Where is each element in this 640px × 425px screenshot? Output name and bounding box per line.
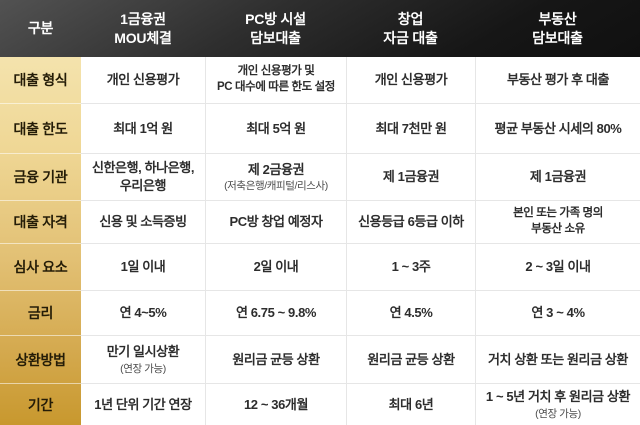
cell-text: 본인 또는 가족 명의 부동산 소유 (513, 207, 603, 235)
row-label: 대출 한도 (0, 103, 81, 153)
row-label: 심사 요소 (0, 243, 81, 290)
cell-text: 원리금 균등 상환 (232, 351, 320, 367)
cell-text: 최대 6년 (388, 396, 434, 412)
cell-text: 부동산 평가 후 대출 (506, 72, 610, 88)
table-cell: 개인 신용평가 (81, 57, 205, 103)
cell-text: 제 2금융권 (247, 161, 305, 177)
table-cell: 원리금 균등 상환 (205, 335, 346, 383)
table-cell: 개인 신용평가 및 PC 대수에 따른 한도 설정 (205, 57, 346, 103)
cell-text: 연 6.75 ~ 9.8% (235, 305, 317, 321)
column-header-realestate: 부동산 담보대출 (532, 10, 583, 46)
column-header-mou: 1금융권 MOU체결 (114, 10, 172, 46)
row-label: 대출 형식 (13, 72, 68, 88)
table-cell: PC방 창업 예정자 (205, 200, 346, 243)
column-header-startup: 창업 자금 대출 (383, 10, 438, 46)
cell-text: 연 4.5% (389, 305, 433, 321)
table-cell: 연 6.75 ~ 9.8% (205, 290, 346, 335)
table-cell: 1년 단위 기간 연장 (81, 383, 205, 425)
table-cell: 12 ~ 36개월 (205, 383, 346, 425)
cell-note: (연장 가능) (535, 407, 581, 420)
cell-text: 제 1금융권 (529, 169, 587, 185)
table-cell: 연 3 ~ 4% (475, 290, 640, 335)
cell-text: 신용 및 소득증빙 (99, 214, 187, 230)
table-cell: 평균 부동산 시세의 80% (475, 103, 640, 153)
table-cell: 본인 또는 가족 명의 부동산 소유 (475, 200, 640, 243)
table-cell: 최대 6년 (346, 383, 475, 425)
cell-text: 연 3 ~ 4% (531, 305, 585, 321)
table-cell: 최대 1억 원 (81, 103, 205, 153)
table-cell: 제 2금융권 (저축은행/캐피털/리스사) (205, 153, 346, 200)
cell-text: 최대 7천만 원 (375, 120, 447, 136)
column-header-gubun: 구분 (27, 20, 54, 37)
cell-text: 신용등급 6등급 이하 (358, 214, 464, 230)
cell-text: 2 ~ 3일 이내 (525, 259, 591, 275)
cell-text: 2일 이내 (253, 259, 299, 275)
table-cell: 신용 및 소득증빙 (81, 200, 205, 243)
cell-text: 1 ~ 3주 (391, 259, 431, 275)
table-cell: 개인 신용평가 (346, 57, 475, 103)
row-label: 대출 자격 (0, 200, 81, 243)
cell-text: 평균 부동산 시세의 80% (494, 120, 622, 136)
table-cell: 최대 5억 원 (205, 103, 346, 153)
row-label: 상환방법 (0, 335, 81, 383)
row-label: 금융 기관 (0, 153, 81, 200)
table-cell: 연 4.5% (346, 290, 475, 335)
cell-text: 1 ~ 5년 거치 후 원리금 상환 (485, 389, 631, 405)
cell-text: 최대 1억 원 (113, 120, 173, 136)
cell-text: 1년 단위 기간 연장 (94, 396, 192, 412)
cell-text: 최대 5억 원 (246, 120, 306, 136)
cell-text: 만기 일시상환 (106, 344, 180, 360)
cell-note: (저축은행/캐피털/리스사) (224, 180, 328, 193)
row-label: 금리 (0, 290, 81, 335)
table-cell: 부동산 평가 후 대출 (475, 57, 640, 103)
table-cell: 거치 상환 또는 원리금 상환 (475, 335, 640, 383)
table-cell: 1 ~ 5년 거치 후 원리금 상환 (연장 가능) (475, 383, 640, 425)
table-cell: 제 1금융권 (346, 153, 475, 200)
column-header-pcbang: PC방 시설 담보대출 (245, 10, 306, 46)
table-cell: 최대 7천만 원 (346, 103, 475, 153)
table-cell: 원리금 균등 상환 (346, 335, 475, 383)
table-cell: 만기 일시상환 (연장 가능) (81, 335, 205, 383)
cell-text: 개인 신용평가 (106, 72, 180, 88)
cell-text: 신한은행, 하나은행, 우리은행 (91, 160, 195, 193)
cell-text: 개인 신용평가 (374, 72, 448, 88)
cell-text: 거치 상환 또는 원리금 상환 (487, 351, 628, 367)
cell-text: 개인 신용평가 및 PC 대수에 따른 한도 설정 (217, 65, 335, 93)
header-band (0, 0, 640, 57)
cell-text: 연 4~5% (119, 305, 167, 321)
cell-text: 원리금 균등 상환 (367, 351, 455, 367)
table-cell: 2 ~ 3일 이내 (475, 243, 640, 290)
label-column-band (0, 57, 81, 425)
table-cell: 1일 이내 (81, 243, 205, 290)
table-cell: 신한은행, 하나은행, 우리은행 (81, 153, 205, 200)
table-cell: 제 1금융권 (475, 153, 640, 200)
table-cell: 2일 이내 (205, 243, 346, 290)
table-cell: 연 4~5% (81, 290, 205, 335)
table-cell: 신용등급 6등급 이하 (346, 200, 475, 243)
cell-text: 제 1금융권 (382, 169, 440, 185)
table-cell: 1 ~ 3주 (346, 243, 475, 290)
cell-text: 1일 이내 (120, 259, 166, 275)
cell-text: 12 ~ 36개월 (243, 396, 309, 412)
cell-note: (연장 가능) (120, 362, 166, 375)
cell-text: PC방 창업 예정자 (229, 214, 323, 230)
row-label: 기간 (0, 383, 81, 425)
